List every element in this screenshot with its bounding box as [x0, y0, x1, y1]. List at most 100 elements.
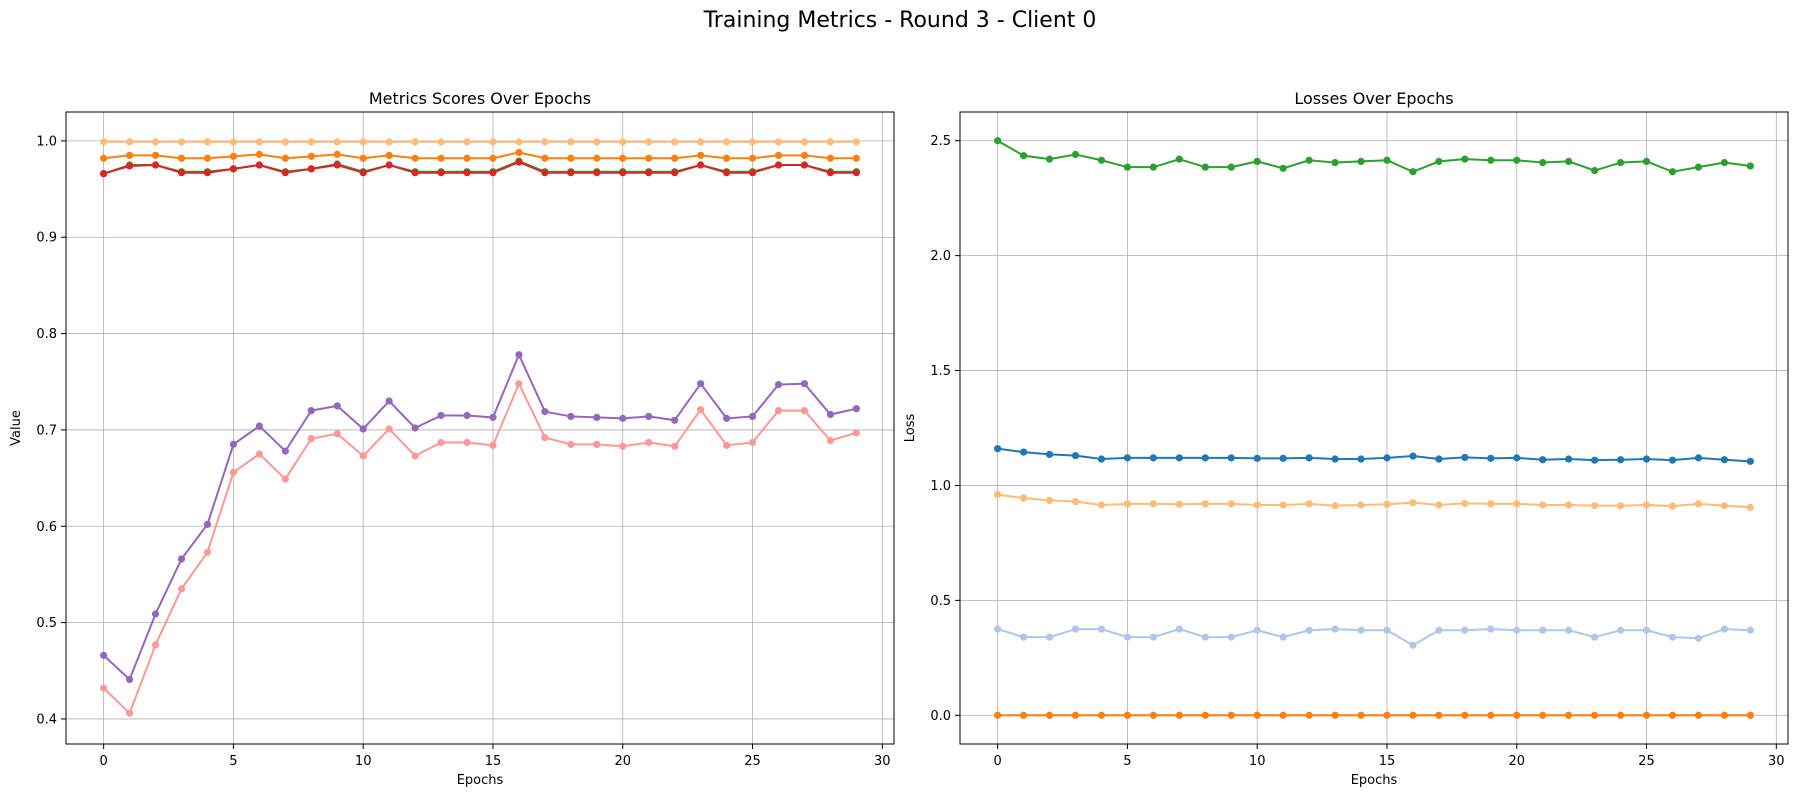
metrics-series-4-point [307, 165, 315, 173]
metrics-x-tick-label: 30 [874, 754, 891, 769]
losses-series-1-point [1357, 157, 1365, 166]
metrics-series-6-point [748, 438, 757, 447]
losses-series-5-point [1253, 711, 1261, 719]
losses-series-4-point [1149, 633, 1157, 641]
losses-series-3-point [1487, 500, 1495, 508]
losses-x-tick-label: 30 [1768, 754, 1785, 769]
losses-y-tick-label: 2.0 [930, 249, 951, 264]
metrics-series-2-point [593, 154, 601, 162]
metrics-series-6-point [722, 441, 731, 449]
metrics-series-5-point [748, 412, 757, 421]
metrics-series-5-point [229, 440, 238, 448]
losses-series-3-point [1383, 500, 1391, 508]
metrics-x-tick-label: 25 [744, 754, 761, 769]
metrics-series-6-point [697, 406, 705, 414]
losses-series-4-point [1045, 633, 1054, 641]
losses-series-5-point [1720, 711, 1729, 719]
losses-series-4-point [1642, 626, 1651, 634]
losses-series-5-point [1539, 711, 1547, 719]
metrics-series-2-point [177, 154, 186, 162]
losses-series-4-point [1279, 633, 1287, 641]
metrics-series-5-point [489, 413, 497, 422]
metrics-series-1-point [826, 138, 835, 146]
losses-series-5-point [1409, 711, 1417, 719]
metrics-series-1-point [800, 138, 809, 146]
losses-series-5-point [1097, 711, 1106, 719]
losses-series-1-point [1019, 152, 1028, 160]
metrics-series-1-point [489, 138, 497, 146]
metrics-series-5-point [437, 411, 445, 420]
losses-series-4-point [1253, 626, 1261, 634]
losses-series-4-line [997, 628, 1751, 647]
metrics-series-2-point [697, 151, 705, 159]
losses-series-4-point [1461, 626, 1469, 634]
metrics-series-2-point [385, 151, 393, 159]
metrics-series-6-point [541, 434, 549, 442]
losses-y-tick-label: 1.0 [930, 479, 951, 494]
metrics-series-2-point [359, 154, 367, 162]
losses-series-3-point [1668, 502, 1677, 510]
metrics-series-1-point [774, 138, 783, 146]
metrics-series-1-point [411, 138, 419, 146]
metrics-series-4-point [203, 169, 212, 177]
metrics-series-5-point [307, 407, 315, 415]
losses-series-1-point [1409, 168, 1417, 176]
metrics-series-4-point [100, 170, 108, 178]
losses-series-5-point [1071, 711, 1080, 719]
losses-x-tick-label: 20 [1508, 754, 1525, 769]
metrics-chart-title: Metrics Scores Over Epochs [369, 89, 591, 108]
losses-series-2-point [1746, 457, 1754, 465]
metrics-series-5-point [255, 422, 263, 430]
losses-axes-frame [959, 111, 1789, 745]
metrics-series-5-point [151, 610, 160, 618]
metrics-series-2-point [671, 154, 679, 162]
metrics-series-4-point [333, 161, 341, 169]
losses-series-4-point [1331, 625, 1339, 633]
losses-series-5-point [1201, 711, 1209, 719]
metrics-series-2-point [489, 154, 497, 162]
losses-series-5-point [994, 711, 1002, 719]
losses-series-5-point [1565, 711, 1573, 719]
losses-series-2-point [1383, 454, 1391, 462]
metrics-series-1-point [100, 138, 108, 146]
metrics-series-5-point [281, 447, 289, 455]
metrics-series-2-line [103, 151, 857, 160]
losses-series-4-point [1175, 625, 1183, 633]
metrics-series-6-point [800, 407, 809, 415]
losses-series-2-point [1720, 456, 1729, 464]
losses-series-1-point [1539, 158, 1547, 167]
metrics-series-2-point [333, 150, 341, 158]
metrics-series-1-point [307, 138, 315, 146]
metrics-series-4-point [151, 161, 160, 169]
losses-series-4-point [1435, 626, 1443, 634]
losses-series-4-point [1591, 633, 1599, 641]
metrics-series-6-point [437, 438, 445, 447]
metrics-axes-frame [65, 111, 895, 745]
metrics-series-1-point [619, 138, 627, 146]
losses-x-axis-label: Epochs [1351, 773, 1398, 788]
metrics-series-4-point [229, 165, 238, 173]
metrics-series-1-point [722, 138, 731, 146]
losses-series-4-point [1746, 626, 1754, 634]
losses-series-3-point [1097, 501, 1106, 509]
metrics-series-2-point [307, 152, 315, 160]
losses-series-3-point [994, 491, 1002, 499]
metrics-series-2-point [125, 151, 134, 159]
metrics-series-4-point [359, 169, 367, 177]
metrics-series-6-point [255, 450, 263, 458]
metrics-series-2-point [722, 154, 731, 162]
losses-series-3-point [1642, 501, 1651, 509]
metrics-x-tick-label: 20 [614, 754, 631, 769]
losses-series-4-point [1097, 625, 1106, 633]
metrics-series-4-point [125, 162, 134, 170]
metrics-series-5-point [826, 410, 835, 419]
losses-series-1-point [1487, 156, 1495, 164]
losses-series-4-point [1383, 626, 1391, 634]
metrics-series-6-point [774, 407, 783, 415]
losses-series-4-point [1694, 634, 1703, 642]
losses-series-5-point [1435, 711, 1443, 719]
losses-series-3-point [1227, 500, 1235, 508]
metrics-series-5-point [100, 651, 108, 659]
metrics-series-2-point [515, 148, 523, 157]
